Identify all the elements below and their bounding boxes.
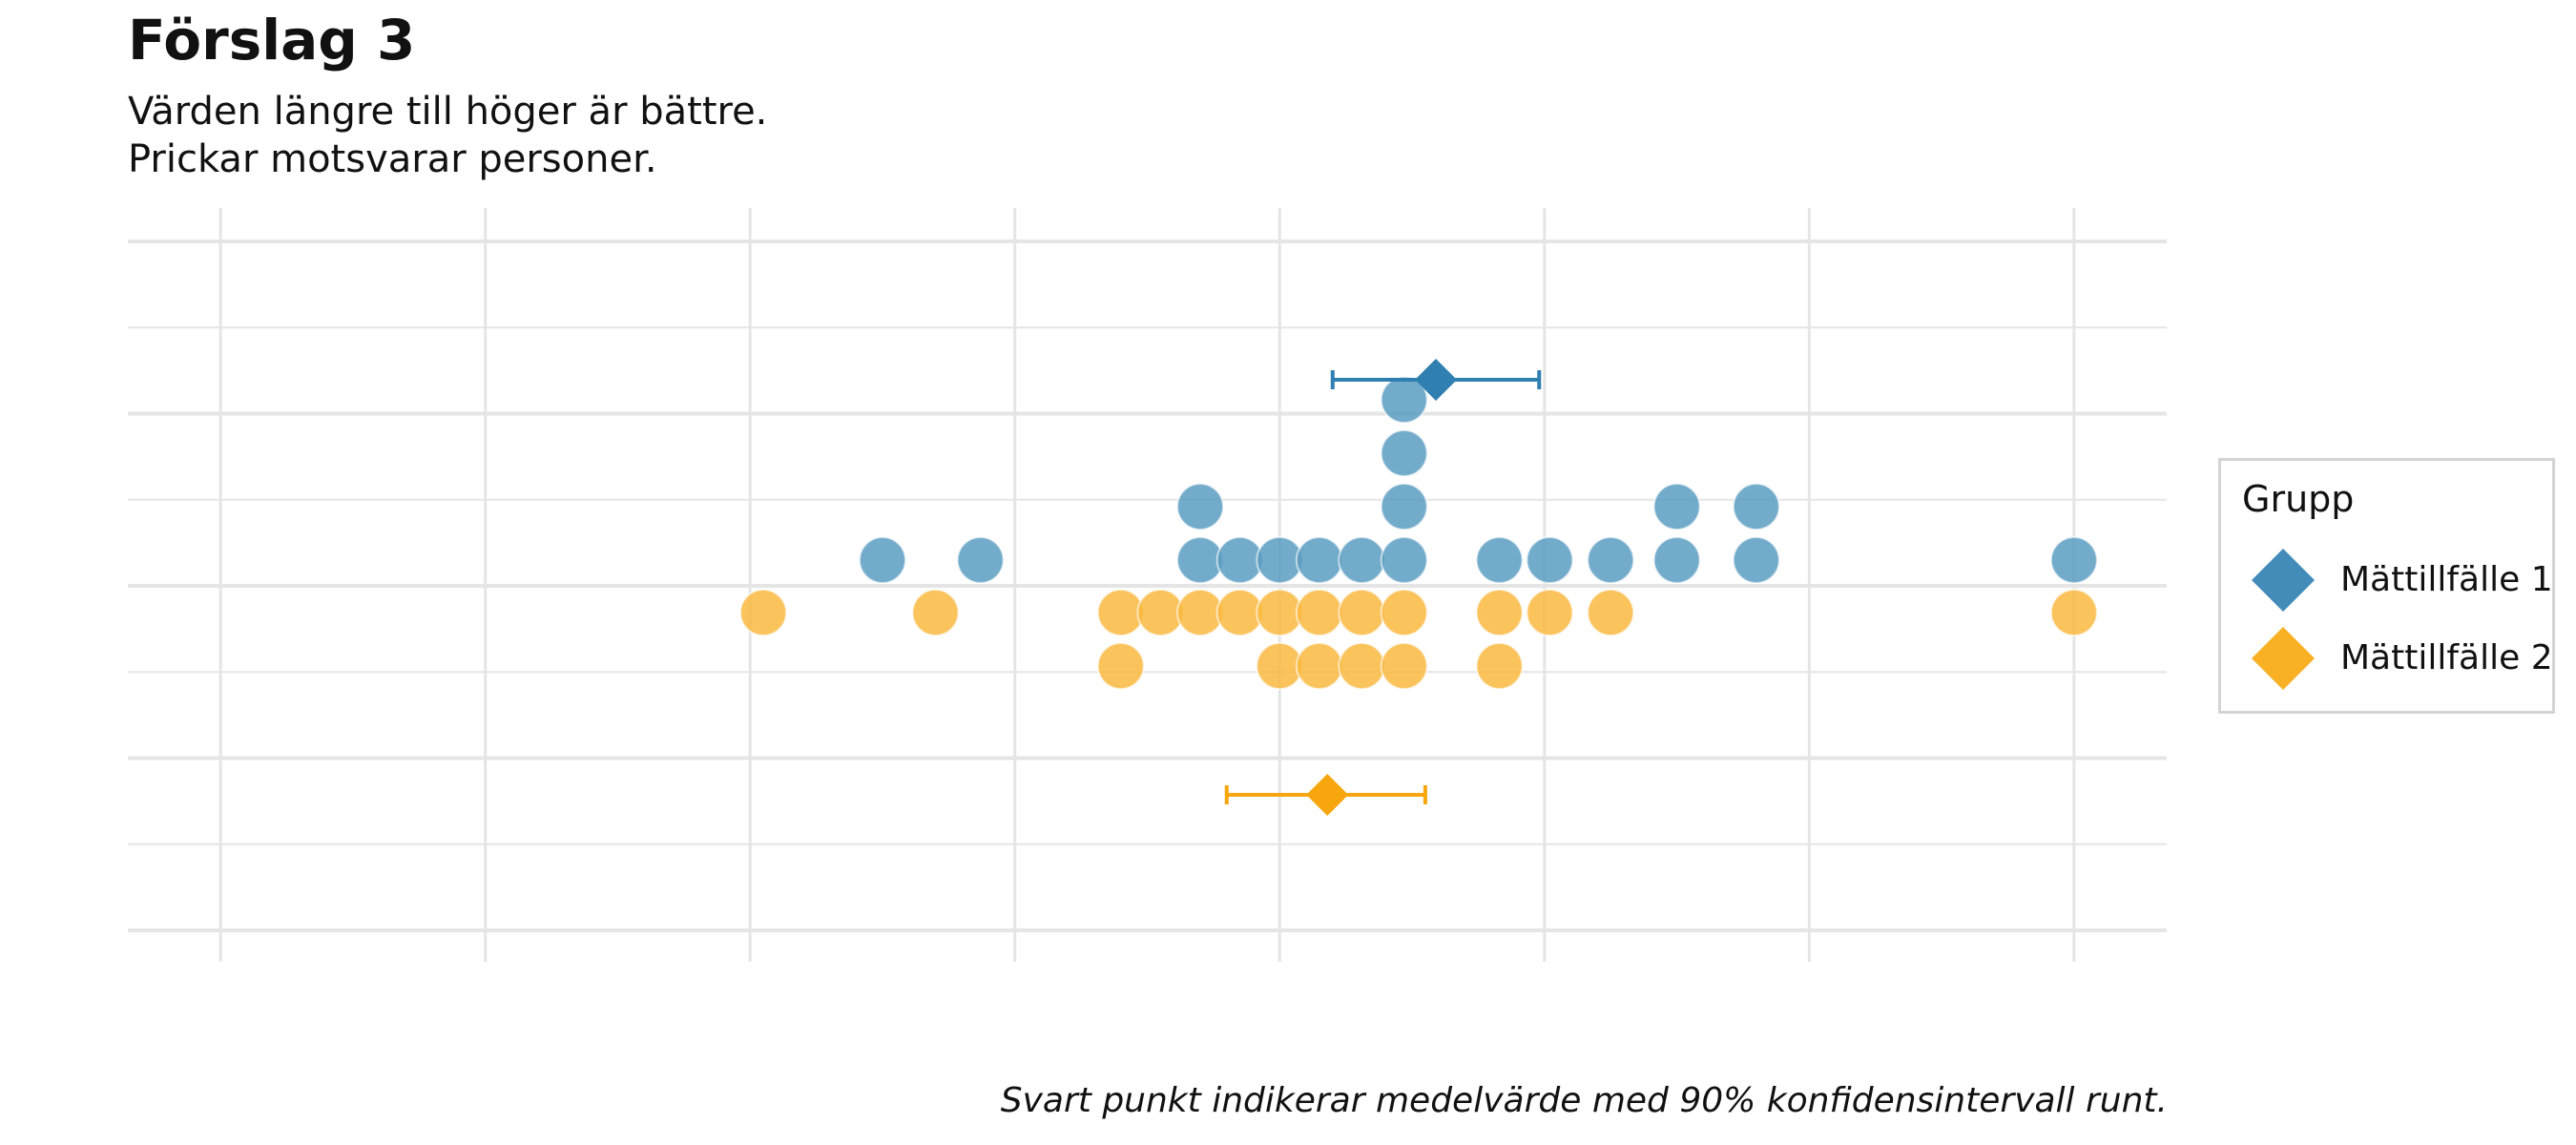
data-point — [2049, 589, 2098, 636]
chart-caption: Svart punkt indikerar medelvärde med 90%… — [1000, 1081, 2168, 1120]
data-point — [1380, 642, 1428, 690]
legend-item-mattillfalle-1: Mättillfälle 1 — [2221, 547, 2553, 614]
mean-marker — [1306, 774, 1349, 816]
data-point — [1526, 589, 1574, 636]
data-point — [911, 589, 960, 636]
data-point — [1380, 589, 1428, 636]
grid-lines — [128, 208, 2167, 962]
dot-plot — [128, 208, 2167, 962]
data-point — [1652, 483, 1701, 531]
data-point — [1295, 589, 1343, 636]
data-point — [1380, 483, 1428, 531]
subtitle-line-1: Värden längre till höger är bättre. — [128, 90, 768, 134]
data-point — [1652, 536, 1701, 584]
legend-label: Mättillfälle 2 — [2340, 638, 2553, 677]
data-point — [1338, 536, 1386, 584]
data-point — [1295, 642, 1343, 690]
legend-label: Mättillfälle 1 — [2340, 560, 2553, 599]
mean-marker — [1415, 359, 1458, 401]
diamond-icon — [2252, 549, 2315, 612]
data-point — [2049, 536, 2098, 584]
data-point — [1587, 536, 1635, 584]
data-marks — [739, 359, 2098, 816]
data-point — [956, 536, 1005, 584]
data-point — [858, 536, 906, 584]
data-point — [1338, 589, 1386, 636]
data-point — [739, 589, 788, 636]
data-point — [1176, 483, 1225, 531]
data-point — [1475, 536, 1524, 584]
data-point — [1732, 483, 1780, 531]
data-point — [1380, 376, 1428, 424]
chart-subtitle: Värden längre till höger är bättre. Pric… — [128, 88, 767, 183]
data-point — [1380, 429, 1428, 477]
subtitle-line-2: Prickar motsvarar personer. — [128, 137, 657, 181]
legend: Grupp Mättillfälle 1 Mättillfälle 2 — [2218, 458, 2555, 714]
legend-title: Grupp — [2242, 478, 2355, 520]
data-point — [1338, 642, 1386, 690]
legend-item-mattillfalle-2: Mättillfälle 2 — [2221, 625, 2553, 692]
data-point — [1475, 642, 1524, 690]
data-point — [1295, 536, 1343, 584]
data-point — [1587, 589, 1635, 636]
data-point — [1380, 536, 1428, 584]
diamond-icon — [2252, 627, 2315, 690]
data-point — [1096, 642, 1145, 690]
data-point — [1732, 536, 1780, 584]
data-point — [1475, 589, 1524, 636]
chart-title: Förslag 3 — [128, 8, 416, 73]
data-point — [1526, 536, 1574, 584]
